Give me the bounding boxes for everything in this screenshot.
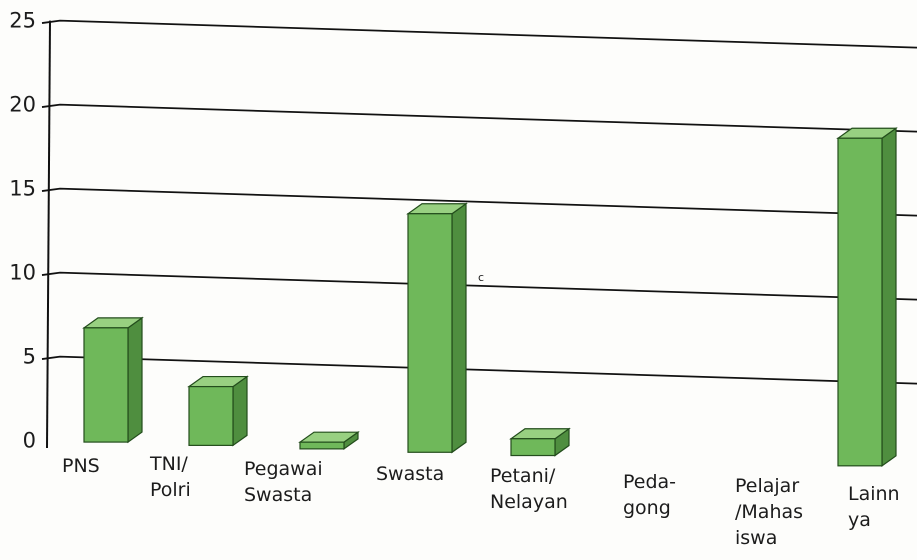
y-axis-line — [46, 20, 51, 449]
x-tick-label: Peda-gong — [623, 471, 676, 519]
x-tick-label-line: Peda- — [623, 471, 676, 493]
bar-side — [232, 375, 248, 447]
bar — [509, 427, 571, 457]
bar-front — [407, 213, 453, 453]
x-tick-label-line: Nelayan — [490, 491, 568, 513]
y-tick-label: 10 — [9, 261, 36, 285]
x-tick-label-line: Pegawai — [244, 458, 323, 480]
bar-front — [299, 441, 345, 450]
bar-side — [881, 127, 897, 467]
bar-front — [188, 385, 234, 446]
y-tick-label: 20 — [9, 93, 36, 117]
bar-front — [83, 327, 129, 443]
stray-mark: c — [478, 271, 484, 284]
bar-front — [837, 137, 883, 467]
x-tick-label: Petani/Nelayan — [490, 465, 568, 513]
gridline-25 — [41, 19, 917, 49]
bar — [406, 202, 468, 454]
gridlines — [41, 19, 917, 385]
gridline-20 — [41, 103, 917, 133]
x-tick-label-line: ya — [848, 509, 871, 531]
x-tick-label-line: PNS — [62, 455, 100, 477]
x-tick-label-line: Pelajar — [735, 475, 799, 497]
gridline-5 — [41, 355, 917, 385]
x-tick-label-line: Lainn — [848, 483, 900, 505]
bar-front — [510, 438, 556, 457]
x-tick-label: Pelajar/Mahas iswa — [735, 475, 803, 549]
x-tick-label: Lainn ya — [848, 483, 900, 531]
x-tick-label-line: Polri — [150, 479, 191, 501]
gridline-15 — [41, 187, 917, 217]
x-tick-label-line: TNI/ — [149, 453, 188, 475]
y-tick-label: 25 — [9, 9, 36, 33]
y-axis: 0 5 10 15 20 25 — [9, 9, 51, 453]
x-tick-label: TNI/Polri — [149, 453, 191, 501]
x-tick-label: Swasta — [376, 463, 444, 485]
bar-side — [127, 316, 143, 444]
x-tick-label-line: Swasta — [376, 463, 444, 485]
bar — [298, 430, 360, 451]
x-axis-labels: PNS TNI/Polri Pegawai Swasta Swasta Petani/Ne… — [62, 453, 900, 549]
bar-side — [451, 202, 467, 454]
bar — [82, 316, 144, 444]
y-tick-label: 0 — [23, 429, 36, 453]
y-tick-label: 15 — [9, 177, 36, 201]
x-tick-label: PNS — [62, 455, 100, 477]
bar — [836, 127, 898, 467]
x-tick-label: Pegawai Swasta — [244, 458, 323, 506]
x-tick-label-line: iswa — [735, 527, 777, 549]
x-tick-label-line: gong — [623, 497, 671, 519]
bars — [82, 127, 898, 467]
y-tick-label: 5 — [23, 345, 36, 369]
x-tick-label-line: Swasta — [244, 484, 312, 506]
x-tick-label-line: /Mahas — [735, 501, 803, 523]
bar — [187, 375, 249, 447]
x-tick-label-line: Petani/ — [490, 465, 556, 487]
